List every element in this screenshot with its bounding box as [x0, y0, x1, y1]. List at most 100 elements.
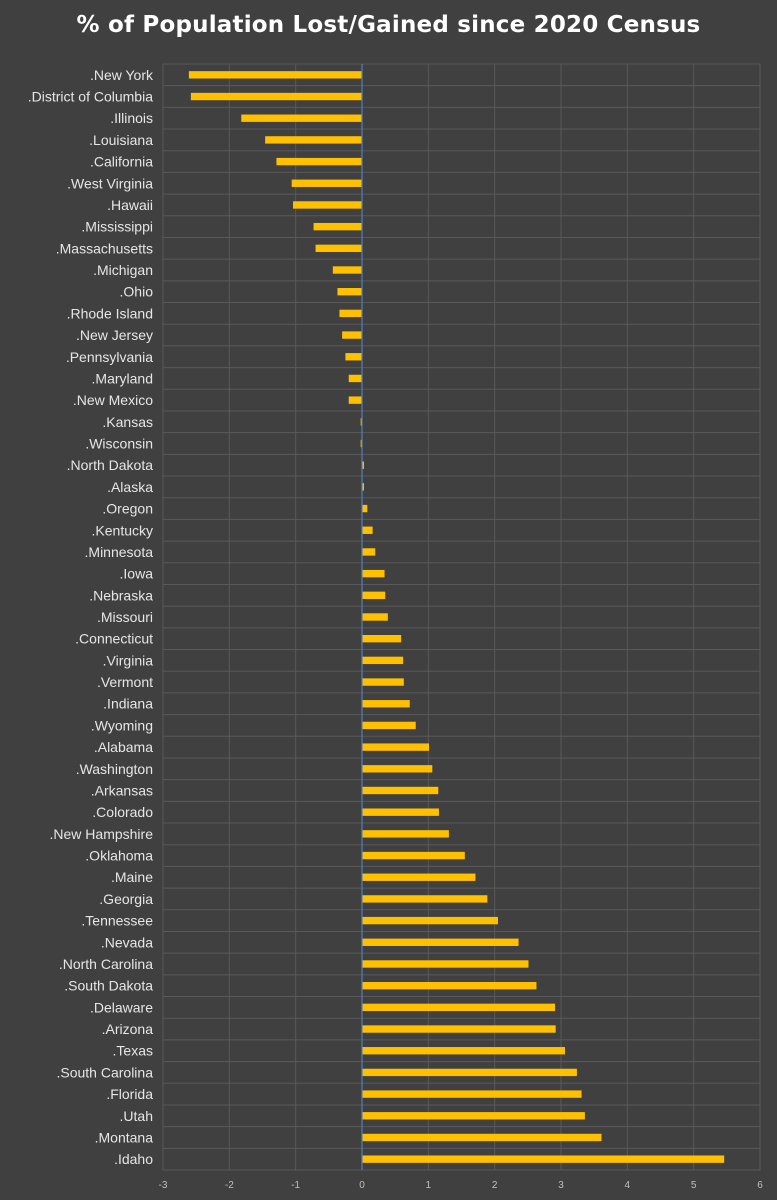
bar	[313, 222, 362, 231]
category-label: .Texas	[113, 1043, 153, 1059]
category-label: .Arkansas	[91, 782, 153, 798]
category-label: .Montana	[95, 1129, 154, 1145]
x-tick-label: 6	[757, 1180, 763, 1191]
bar	[362, 1068, 577, 1077]
bar	[345, 353, 362, 361]
bar	[362, 461, 364, 469]
category-label: .Nevada	[101, 934, 153, 950]
category-label: .Virginia	[103, 652, 154, 668]
bar	[362, 916, 498, 925]
bar	[188, 71, 362, 79]
category-label: .Michigan	[93, 262, 153, 278]
category-label: .Missouri	[97, 609, 153, 625]
category-label: .Maine	[111, 869, 153, 885]
category-label: .New York	[90, 67, 154, 83]
category-label: .Washington	[76, 761, 153, 777]
category-label: .District of Columbia	[28, 89, 153, 105]
bar	[362, 808, 439, 816]
category-label: .Delaware	[90, 999, 153, 1015]
bar	[362, 830, 449, 838]
bar	[293, 201, 362, 209]
category-label: .Connecticut	[75, 631, 153, 647]
bar	[362, 1155, 725, 1163]
category-label: .Oklahoma	[85, 848, 153, 864]
chart-title: % of Population Lost/Gained since 2020 C…	[76, 12, 701, 38]
category-label: .Nebraska	[89, 587, 153, 603]
bar	[362, 700, 410, 708]
category-label: .Kansas	[102, 414, 153, 430]
x-tick-label: 1	[426, 1180, 432, 1191]
category-label: .West Virginia	[67, 175, 153, 191]
x-tick-label: 3	[558, 1180, 564, 1191]
bar	[360, 418, 362, 426]
bar	[362, 548, 376, 556]
bar	[362, 981, 537, 990]
bar	[362, 483, 364, 491]
category-label: .Kentucky	[92, 522, 153, 538]
category-label: .New Mexico	[73, 392, 153, 408]
bar	[362, 1025, 556, 1033]
category-label: .North Carolina	[59, 956, 153, 972]
category-label: .South Dakota	[64, 978, 153, 994]
category-label: .Vermont	[97, 674, 153, 690]
bar	[362, 613, 388, 621]
x-tick-label: -1	[291, 1180, 300, 1191]
bar	[362, 591, 386, 600]
category-label: .Louisiana	[89, 132, 153, 148]
category-label: .Mississippi	[81, 219, 153, 235]
bar	[362, 678, 404, 686]
category-label: .Hawaii	[107, 197, 153, 213]
bar	[190, 92, 362, 101]
bar	[362, 721, 416, 730]
bar	[362, 938, 519, 946]
x-tick-label: -3	[159, 1180, 168, 1191]
category-label: .Idaho	[114, 1151, 153, 1167]
bar	[360, 439, 362, 448]
category-label: .Maryland	[92, 370, 153, 386]
category-label: .Wyoming	[91, 717, 153, 733]
bar	[291, 179, 362, 187]
bar	[362, 895, 488, 903]
bar	[362, 765, 433, 773]
bar	[337, 288, 362, 296]
x-tick-label: 4	[625, 1180, 631, 1191]
x-tick-label: 2	[492, 1180, 498, 1191]
category-label: .Arizona	[102, 1021, 154, 1037]
category-label: .Rhode Island	[67, 305, 153, 321]
category-label: .Indiana	[103, 696, 153, 712]
category-label: .Tennessee	[81, 913, 153, 929]
category-label: .New Jersey	[76, 327, 153, 343]
category-label: .New Hampshire	[50, 826, 154, 842]
category-label: .North Dakota	[67, 457, 154, 473]
bar	[348, 396, 362, 404]
category-label: .Oregon	[102, 501, 153, 517]
category-label: .Colorado	[92, 804, 153, 820]
bar	[276, 157, 362, 166]
x-tick-label: 0	[359, 1180, 365, 1191]
bar	[362, 569, 385, 578]
bar	[362, 504, 368, 513]
category-label: .Iowa	[120, 566, 154, 582]
x-tick-label: -2	[225, 1180, 234, 1191]
bar	[362, 786, 439, 795]
category-label: .Minnesota	[85, 544, 154, 560]
bar	[362, 873, 476, 881]
bar	[362, 634, 402, 643]
bar	[362, 851, 465, 860]
bar	[265, 136, 362, 144]
bar	[241, 114, 362, 122]
category-label: .South Carolina	[56, 1064, 153, 1080]
bar	[362, 1133, 602, 1142]
bar	[362, 743, 429, 751]
category-label: .Massachusetts	[56, 240, 153, 256]
bar	[362, 960, 529, 968]
category-label: .Utah	[120, 1108, 153, 1124]
bar	[362, 526, 373, 534]
bar	[362, 1003, 556, 1012]
bar	[342, 331, 362, 339]
bar	[332, 266, 362, 274]
category-label: .Pennsylvania	[66, 349, 153, 365]
bar	[348, 374, 362, 383]
category-label: .Wisconsin	[85, 436, 153, 452]
